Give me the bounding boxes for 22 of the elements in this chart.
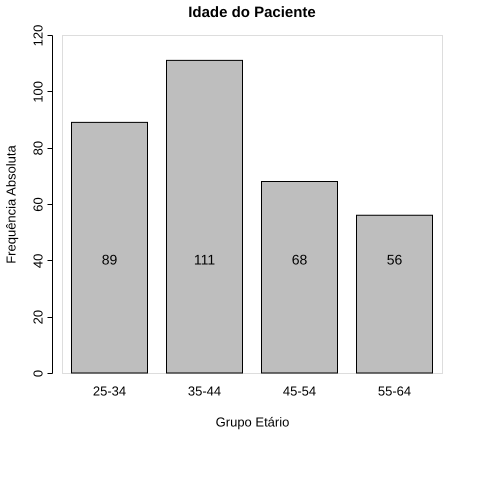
y-tick-label: 0	[30, 370, 46, 378]
bar	[261, 180, 338, 374]
y-tick-label: 60	[30, 197, 46, 212]
bar	[166, 60, 243, 374]
bar	[71, 122, 148, 374]
data-label: 68	[292, 251, 308, 268]
y-tick-label: 120	[30, 24, 46, 46]
data-label: 111	[194, 251, 216, 268]
y-tick-label: 80	[30, 140, 46, 156]
x-tick-label: 55-64	[378, 384, 412, 398]
y-tick-label: 40	[30, 254, 46, 268]
y-tick-label: 100	[30, 80, 46, 103]
data-label: 89	[102, 251, 118, 268]
x-tick-label: 35-44	[188, 384, 222, 398]
x-tick-label: 45-54	[282, 384, 316, 398]
data-label: 56	[386, 251, 402, 268]
y-tick-label: 20	[30, 310, 46, 324]
bar	[356, 214, 433, 374]
x-tick-label: 25-34	[92, 384, 126, 398]
x-axis-title: Grupo Etário	[216, 414, 290, 430]
y-axis-title: Frequência Absoluta	[4, 144, 18, 264]
chart-title: Idade do Paciente	[188, 4, 316, 22]
